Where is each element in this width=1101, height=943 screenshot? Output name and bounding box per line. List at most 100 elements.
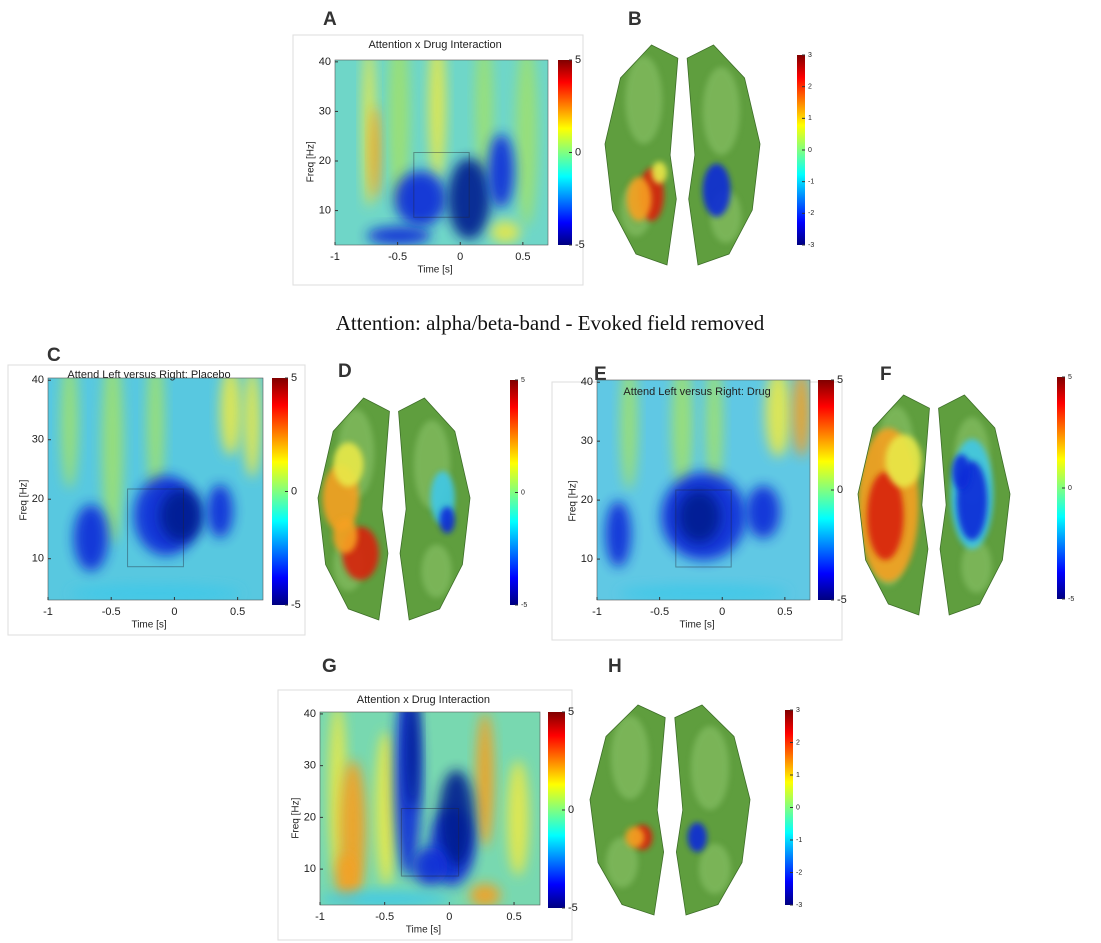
heat-blob xyxy=(375,731,397,885)
colorbar-tick-label: 2 xyxy=(808,84,812,91)
heat-blob xyxy=(370,106,381,199)
colorbar-tick-label: 1 xyxy=(808,115,812,122)
x-tick-label: 0 xyxy=(719,606,725,618)
heat-blob xyxy=(333,442,363,486)
figure: Attention: alpha/beta-band - Evoked fiel… xyxy=(0,0,1101,943)
heat-blob xyxy=(765,369,791,457)
heat-blob xyxy=(703,164,731,217)
brain xyxy=(858,395,1010,615)
y-tick-label: 10 xyxy=(581,553,593,565)
colorbar-tick-label: 5 xyxy=(291,372,297,384)
heat-blob xyxy=(395,171,446,227)
heat-blob xyxy=(429,32,446,180)
brain-shade xyxy=(703,67,740,155)
y-tick-label: 10 xyxy=(319,204,331,216)
heat-blob xyxy=(652,162,668,184)
heat-blob xyxy=(320,891,452,906)
panel-letter: B xyxy=(628,9,642,30)
heat-blob xyxy=(70,584,242,602)
x-tick-label: -0.5 xyxy=(102,606,121,618)
heat-blob xyxy=(470,884,501,907)
y-tick-label: 40 xyxy=(319,56,331,68)
brain-shade xyxy=(691,726,729,810)
x-tick-label: 0 xyxy=(446,911,452,923)
x-tick-label: 0.5 xyxy=(777,606,792,618)
colorbar-tick-label: -5 xyxy=(575,239,585,251)
x-axis-label: Time [s] xyxy=(680,620,715,631)
heat-blob xyxy=(507,760,529,876)
heat-blob xyxy=(620,358,637,490)
colorbar-tick-label: -5 xyxy=(521,602,527,609)
colorbar-tick-label: 5 xyxy=(521,377,525,384)
heat-blob xyxy=(625,827,644,848)
x-tick-label: 0 xyxy=(171,606,177,618)
colorbar-tick-label: -5 xyxy=(837,594,847,606)
y-tick-label: 10 xyxy=(32,553,44,565)
colorbar-tick-label: -3 xyxy=(808,242,814,249)
colorbar-tick-label: 3 xyxy=(796,707,800,714)
colorbar-tick-label: -1 xyxy=(808,179,814,186)
brain-shade xyxy=(421,545,451,598)
heat-blob xyxy=(618,585,788,603)
heat-blob xyxy=(490,221,520,243)
colorbar-tick-label: 5 xyxy=(1068,374,1072,381)
heat-blob xyxy=(440,507,455,534)
x-tick-label: -0.5 xyxy=(375,911,394,923)
colorbar-tick-label: 5 xyxy=(568,706,574,718)
y-tick-label: 30 xyxy=(32,434,44,446)
y-tick-label: 30 xyxy=(319,105,331,117)
y-tick-label: 30 xyxy=(304,760,316,772)
colorbar-tick-label: 3 xyxy=(808,52,812,59)
colorbar-tick-label: 0 xyxy=(291,485,297,497)
colorbar-tick-label: -5 xyxy=(291,599,301,611)
y-tick-label: 20 xyxy=(304,811,316,823)
panel-title: Attend Left versus Right: Drug xyxy=(623,386,770,398)
heat-blob xyxy=(367,227,431,246)
heat-blob xyxy=(439,770,474,867)
brain xyxy=(590,705,750,915)
heatmap xyxy=(335,23,548,245)
heat-blob xyxy=(793,369,810,457)
y-tick-label: 20 xyxy=(319,155,331,167)
panel-letter: C xyxy=(47,345,61,366)
brain-shade xyxy=(699,844,731,894)
heatmap xyxy=(48,345,263,603)
y-tick-label: 10 xyxy=(304,863,316,875)
heat-blob xyxy=(688,823,707,852)
panel-letter: G xyxy=(322,656,337,677)
colorbar-tick-label: -2 xyxy=(796,869,802,876)
x-tick-label: 0.5 xyxy=(230,606,245,618)
brain xyxy=(605,45,760,265)
colorbar-tick-label: -3 xyxy=(796,902,802,909)
heat-blob xyxy=(672,358,693,490)
heat-blob xyxy=(406,693,419,809)
colorbar-tick-label: 0 xyxy=(796,804,800,811)
heat-blob xyxy=(746,486,780,539)
colorbar-tick-label: -5 xyxy=(568,902,578,914)
heat-blob xyxy=(333,518,357,554)
y-tick-label: 40 xyxy=(304,708,316,720)
heat-blob xyxy=(488,134,514,208)
x-axis-label: Time [s] xyxy=(406,925,441,936)
heatmap xyxy=(320,683,540,907)
x-axis-label: Time [s] xyxy=(131,620,166,631)
heat-blob xyxy=(952,454,970,489)
x-tick-label: -1 xyxy=(592,606,602,618)
heat-blob xyxy=(706,358,723,490)
y-axis-label: Freq [Hz] xyxy=(306,141,317,182)
heat-blob xyxy=(335,853,357,899)
x-tick-label: -0.5 xyxy=(650,606,669,618)
panel-title: Attend Left versus Right: Placebo xyxy=(67,369,230,381)
colorbar-tick-label: 2 xyxy=(796,739,800,746)
heat-blob xyxy=(606,501,632,567)
x-tick-label: 0 xyxy=(457,251,463,263)
y-tick-label: 20 xyxy=(32,493,44,505)
y-tick-label: 40 xyxy=(581,376,593,388)
x-tick-label: -0.5 xyxy=(388,251,407,263)
y-tick-label: 20 xyxy=(581,494,593,506)
x-tick-label: -1 xyxy=(43,606,53,618)
heat-blob xyxy=(678,490,721,543)
y-axis-label: Freq [Hz] xyxy=(19,479,30,520)
colorbar-tick-label: 0 xyxy=(575,146,581,158)
y-tick-label: 40 xyxy=(32,374,44,386)
